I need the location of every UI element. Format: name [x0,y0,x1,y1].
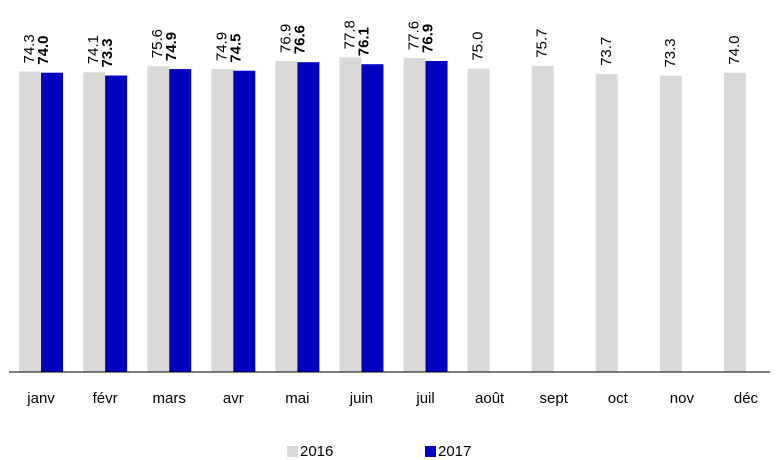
value-label: 73.3 [662,38,679,67]
x-tick-label: oct [608,390,629,407]
value-label: 74.9 [163,32,180,61]
bar [339,57,362,372]
bar [19,71,42,373]
value-label: 73.7 [598,37,615,66]
x-tick-label: avr [223,390,244,407]
x-tick-label: nov [670,390,695,407]
value-label: 77.6 [406,21,423,50]
x-tick-label: mars [153,390,186,407]
bar [83,72,106,372]
x-tick-label: juin [349,390,373,407]
value-label: 75.6 [149,29,166,58]
x-tick-label: mai [285,390,309,407]
x-tick-label: août [475,390,505,407]
value-label: 77.8 [341,20,358,49]
bar [425,60,448,372]
bar [723,72,746,372]
bar [403,58,426,372]
bar [275,60,298,372]
x-tick-label: juil [415,390,434,407]
value-label: 76.9 [420,24,437,53]
legend-label: 2016 [300,443,333,460]
x-tick-label: janv [26,390,55,407]
bar [467,68,490,373]
x-tick-label: déc [734,390,759,407]
legend-swatch [425,446,436,457]
legend-swatch [287,446,298,457]
bar [233,70,256,372]
bar [531,65,554,372]
value-label: 74.9 [213,32,230,61]
x-tick-label: sept [540,390,569,407]
bar [41,72,64,372]
bar [659,75,682,372]
value-label: 73.3 [99,38,116,67]
x-tick-label: févr [93,390,118,407]
value-label: 74.0 [726,36,743,65]
bar [297,62,320,372]
value-label: 75.0 [470,31,487,60]
value-label: 76.1 [355,27,372,56]
bar [595,73,618,373]
bar [361,64,384,373]
value-label: 76.9 [277,24,294,53]
value-label: 75.7 [534,29,551,58]
bar [169,69,192,373]
value-label: 74.5 [227,33,244,62]
bar [105,75,128,372]
value-label: 76.6 [291,25,308,54]
legend-label: 2017 [438,443,471,460]
value-label: 74.0 [35,36,52,65]
value-label: 74.3 [21,34,38,63]
bar [147,66,170,373]
value-label: 74.1 [85,35,102,64]
bar [211,69,234,373]
